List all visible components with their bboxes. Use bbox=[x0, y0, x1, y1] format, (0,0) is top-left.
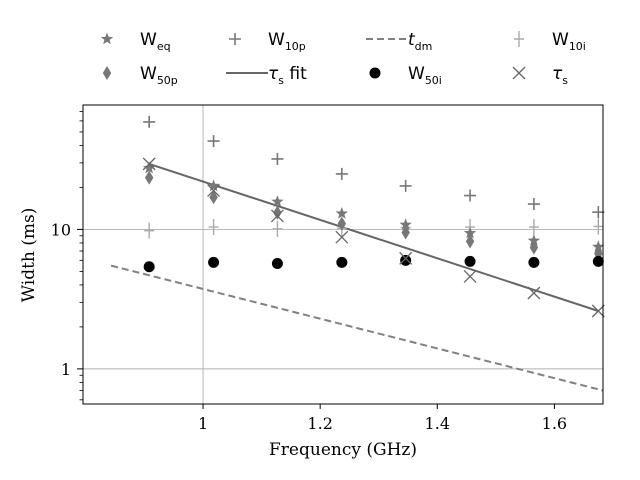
legend-label: W10i bbox=[552, 30, 586, 53]
legend-entry: Weq bbox=[100, 30, 171, 53]
y-tick-label: 10 bbox=[51, 220, 71, 239]
legend-entry: τs bbox=[512, 64, 568, 87]
plot-series bbox=[110, 115, 605, 392]
data-point bbox=[464, 189, 477, 202]
legend-handle bbox=[514, 31, 524, 47]
x-tick-label: 1.2 bbox=[307, 414, 332, 433]
legend-label: W10p bbox=[268, 30, 306, 53]
data-point bbox=[270, 209, 284, 223]
series-W-50i bbox=[143, 254, 604, 273]
data-point bbox=[208, 256, 220, 268]
data-point bbox=[273, 205, 282, 220]
data-point bbox=[593, 218, 604, 235]
legend-label: τs fit bbox=[268, 64, 307, 87]
data-point bbox=[463, 226, 477, 239]
data-point bbox=[527, 234, 541, 246]
y-axis-label: Width (ms) bbox=[19, 208, 39, 303]
data-point bbox=[335, 167, 348, 180]
data-point bbox=[208, 219, 219, 236]
data-point bbox=[207, 179, 220, 192]
legend-handle bbox=[100, 32, 114, 45]
series-W-eq bbox=[142, 161, 605, 253]
legend-entry: W50i bbox=[369, 64, 442, 87]
y-tick-label: 1 bbox=[61, 360, 71, 379]
legend-entry: τs fit bbox=[226, 64, 307, 87]
data-point bbox=[592, 206, 605, 219]
data-point bbox=[271, 257, 283, 269]
legend-entry: W10i bbox=[514, 30, 586, 53]
data-point bbox=[337, 216, 347, 231]
x-tick-label: 1.6 bbox=[542, 414, 567, 433]
x-tick-label: 1.4 bbox=[425, 414, 450, 433]
data-point bbox=[207, 135, 220, 148]
data-point bbox=[399, 179, 412, 192]
data-point bbox=[592, 240, 605, 253]
data-point bbox=[527, 198, 540, 211]
data-point bbox=[271, 152, 284, 165]
series-t-dm bbox=[110, 264, 604, 392]
data-point bbox=[527, 286, 541, 300]
data-point bbox=[463, 269, 477, 283]
data-point bbox=[336, 256, 348, 268]
data-point bbox=[399, 218, 412, 231]
grid-lines bbox=[83, 105, 603, 404]
data-point bbox=[399, 251, 413, 265]
dm-line bbox=[110, 264, 604, 392]
legend-handle bbox=[369, 67, 381, 79]
data-point bbox=[591, 304, 605, 318]
data-point bbox=[464, 255, 476, 267]
legend-handle bbox=[102, 66, 112, 80]
legend-entry: W50p bbox=[102, 64, 178, 87]
legend-entry: W10p bbox=[229, 30, 306, 53]
data-point bbox=[143, 261, 155, 273]
data-point bbox=[400, 254, 412, 266]
data-point bbox=[335, 207, 349, 219]
data-point bbox=[528, 256, 540, 268]
series-tau-s-fit bbox=[148, 162, 599, 312]
legend-label: W50p bbox=[140, 64, 178, 87]
fit-line bbox=[148, 162, 599, 312]
plot-frame bbox=[82, 104, 604, 405]
series-tau-s bbox=[142, 157, 605, 318]
data-point bbox=[465, 234, 475, 249]
legend-handle bbox=[229, 33, 241, 45]
legend-label: τs bbox=[552, 64, 568, 87]
legend-label: Weq bbox=[140, 30, 171, 53]
series-W-10i bbox=[144, 218, 604, 239]
data-point bbox=[528, 219, 539, 236]
data-point bbox=[144, 170, 154, 185]
data-point bbox=[271, 195, 284, 207]
data-point bbox=[401, 225, 410, 240]
data-point bbox=[142, 157, 156, 171]
legend-label: W50i bbox=[408, 64, 442, 87]
x-axis-label: Frequency (GHz) bbox=[269, 440, 417, 460]
legend-entry: tdm bbox=[366, 30, 432, 53]
data-point bbox=[209, 190, 218, 205]
data-point bbox=[592, 255, 604, 267]
data-point bbox=[142, 161, 156, 174]
data-point bbox=[143, 115, 156, 128]
axes: 1 1.2 1.4 1.6 1 10 bbox=[51, 111, 567, 433]
legend: Weq W50p W10p τs fit tdm W50i W10i τs bbox=[100, 30, 586, 87]
x-tick-label: 1 bbox=[198, 414, 208, 433]
data-point bbox=[207, 184, 221, 197]
data-point bbox=[335, 230, 349, 244]
data-point bbox=[144, 222, 155, 239]
legend-label: tdm bbox=[408, 30, 432, 53]
series-W-10p bbox=[143, 115, 605, 219]
legend-handle bbox=[512, 66, 526, 80]
data-point bbox=[272, 220, 283, 237]
